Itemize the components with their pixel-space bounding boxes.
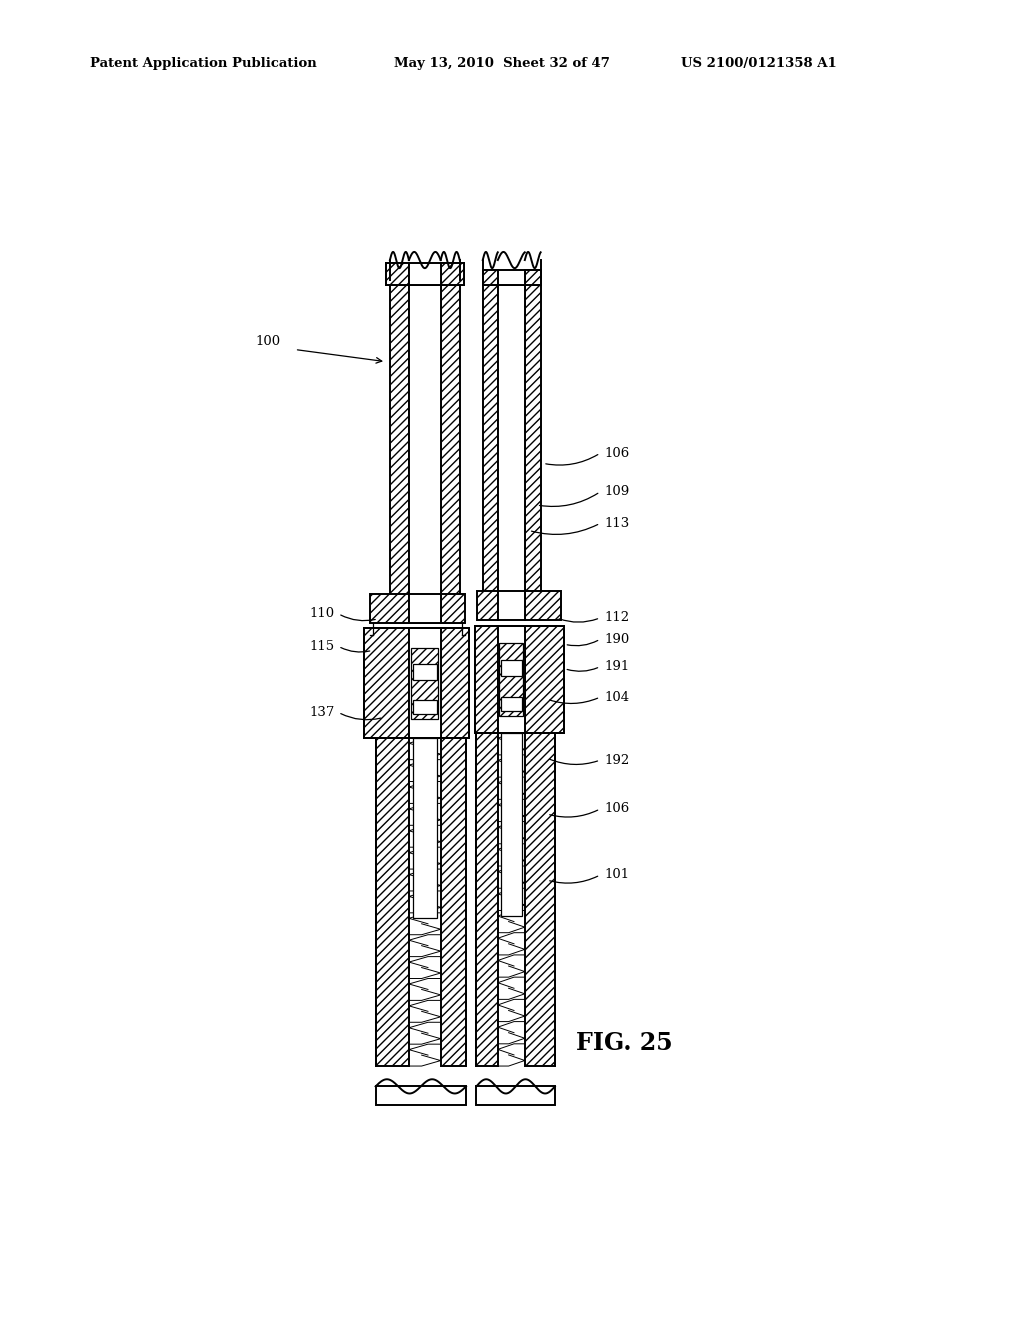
Text: FIG. 25: FIG. 25 [577,1031,673,1055]
Bar [440,738,466,1067]
Bar [524,285,541,618]
Bar [386,263,409,285]
Text: 112: 112 [604,611,630,624]
Bar [482,269,498,285]
Bar [376,738,409,1067]
Bar [476,1086,555,1105]
Bar [524,269,541,285]
Text: US 2100/0121358 A1: US 2100/0121358 A1 [681,57,837,70]
Text: 106: 106 [604,803,630,816]
Bar [482,269,498,285]
Bar [498,285,524,618]
Bar [440,263,464,285]
Bar [476,733,498,1067]
Bar [376,738,409,1067]
Text: 137: 137 [309,706,334,719]
Bar [524,626,564,733]
Bar [365,628,409,738]
Bar [390,285,409,623]
Bar [498,591,524,620]
Bar [501,660,521,676]
Bar [412,648,438,719]
Bar [524,591,560,620]
Bar [390,285,409,623]
Bar [440,628,469,738]
Bar [409,628,440,738]
Bar [386,263,409,285]
Text: 110: 110 [309,607,334,620]
Text: 190: 190 [604,632,630,645]
Text: 106: 106 [604,446,630,459]
Bar [413,738,436,919]
Bar [386,263,409,285]
Bar [413,700,436,714]
Bar [370,594,409,623]
Bar [482,285,498,618]
Text: 191: 191 [604,660,630,673]
Text: 115: 115 [309,640,334,653]
Bar [477,591,498,620]
Bar [524,591,560,620]
Bar [482,269,498,285]
Bar [524,269,541,285]
Bar [498,269,524,285]
Text: 100: 100 [255,335,281,348]
Bar [440,285,460,623]
Text: 109: 109 [604,486,630,498]
Bar [440,263,464,285]
Bar [501,697,521,710]
Text: May 13, 2010  Sheet 32 of 47: May 13, 2010 Sheet 32 of 47 [394,57,610,70]
Bar [440,738,466,1067]
Bar [475,626,498,733]
Bar [409,263,440,285]
Text: 104: 104 [604,690,630,704]
Bar [440,263,464,285]
Bar [370,594,409,623]
Text: Patent Application Publication: Patent Application Publication [90,57,316,70]
Bar [477,591,498,620]
Bar [413,664,436,680]
Bar [409,285,440,623]
Bar [501,733,521,916]
Bar [500,643,523,715]
Bar [524,285,541,618]
Bar [376,1086,466,1105]
Text: 101: 101 [604,869,630,882]
Bar [365,628,409,738]
Bar [498,626,524,733]
Bar [440,594,465,623]
Bar [524,733,555,1067]
Bar [500,643,523,715]
Bar [475,626,498,733]
Bar [409,594,440,623]
Bar [440,285,460,623]
Bar [524,626,564,733]
Bar [476,733,498,1067]
Bar [440,628,469,738]
Bar [440,594,465,623]
Bar [412,648,438,719]
Text: 113: 113 [604,517,630,529]
Bar [524,269,541,285]
Text: 192: 192 [604,754,630,767]
Bar [482,285,498,618]
Bar [524,733,555,1067]
